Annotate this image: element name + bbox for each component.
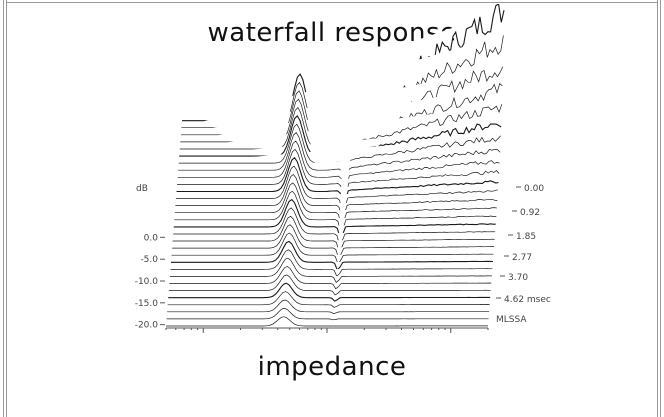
window-left-border [0,0,7,417]
y-tick-label: 0.0 [144,233,159,243]
time-tick-label: 4.62 msec [504,295,551,305]
y-tick-label: -20.0 [135,321,159,331]
waterfall-slice [168,274,491,296]
y-tick-label: -15.0 [135,299,159,309]
waterfall-slice [177,140,500,196]
waterfall-slice [168,282,491,302]
waterfall-slice [167,299,490,314]
waterfall-slice [175,165,498,215]
waterfall-slice [172,224,495,259]
y-axis-label: dB [136,184,148,194]
slice-group [166,4,505,327]
time-tick-label: 0.00 [524,184,544,194]
waterfall-slice [169,266,492,290]
waterfall-slice [166,307,489,321]
waterfall-slice [177,148,500,202]
waterfall-slice [173,198,496,241]
waterfall-slice [176,156,499,209]
waterfall-slice [175,174,498,221]
waterfall-plot: dB0.0-5.0-10.0-15.0-20.0100.01000.010 00… [135,4,551,333]
time-tick-label: 3.70 [508,273,528,283]
waterfall-slice [169,257,492,283]
waterfall-slice [172,215,495,252]
time-tick-label: 2.77 [512,253,532,263]
waterfall-slice [174,182,497,228]
y-tick-label: -5.0 [140,255,158,265]
waterfall-slice [173,207,496,246]
window-top-border [0,0,664,3]
waterfall-slice [166,316,488,327]
waterfall-slice [178,132,501,188]
window-right-border [657,0,664,417]
chart-panel: waterfall response dB 0.0 -5.0 -10.0 -15.0 -2… [8,4,656,417]
waterfall-slice [171,240,494,272]
waterfall-slice [174,190,497,234]
y-tick-label: -10.0 [135,277,159,287]
waterfall-slice [171,232,494,265]
time-tick-label: 0.92 [520,208,540,218]
waterfall-slice [167,291,490,308]
waterfall-slice [170,249,493,277]
axes-group: dB0.0-5.0-10.0-15.0-20.0100.01000.010 00… [135,184,551,333]
time-tick-label: 1.85 [516,232,536,242]
brand-label: MLSSA [496,315,527,325]
chart-caption: impedance [257,352,407,382]
